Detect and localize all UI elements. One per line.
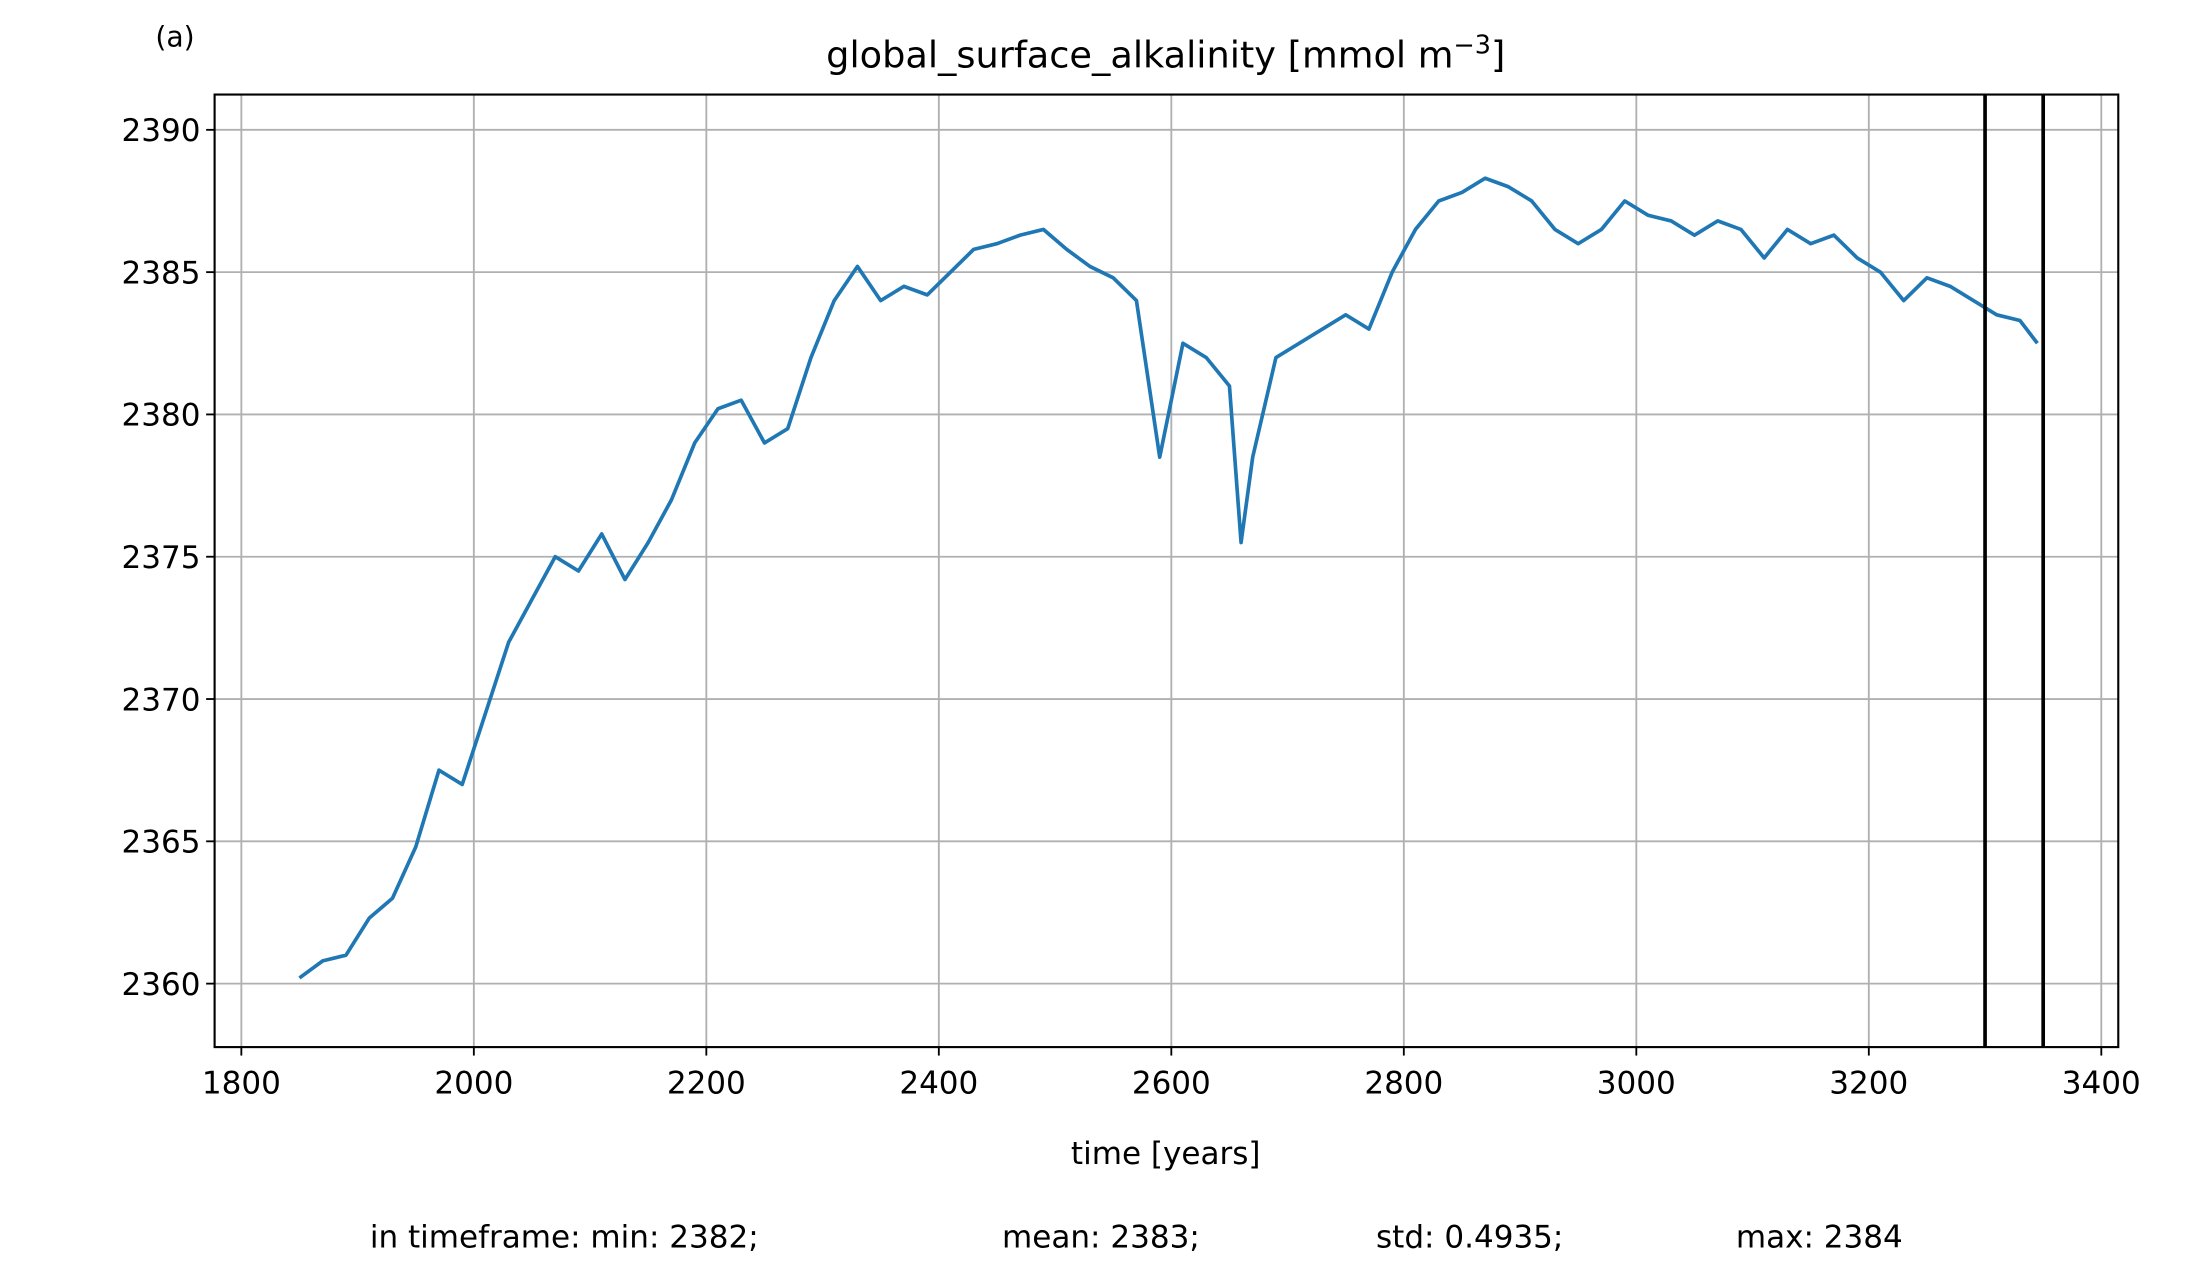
title-text: global_surface_alkalinity [mmol m	[826, 34, 1453, 77]
x-tick-label: 2200	[667, 1066, 746, 1102]
x-tick-label: 2000	[434, 1066, 513, 1102]
y-tick-label: 2370	[122, 682, 201, 718]
y-tick-label: 2390	[122, 113, 201, 149]
y-tick-label: 2375	[122, 540, 201, 576]
y-tick-label: 2380	[122, 398, 201, 434]
x-tick-label: 3000	[1597, 1066, 1676, 1102]
title-suffix: ]	[1491, 34, 1505, 77]
data-line	[298, 176, 2039, 980]
panel-label: (a)	[155, 21, 194, 54]
chart-title: global_surface_alkalinity [mmol m−3]	[826, 30, 1505, 77]
y-tick-label: 2365	[122, 825, 201, 861]
x-tick-label: 2800	[1364, 1066, 1443, 1102]
plot-frame	[213, 93, 2120, 1049]
x-tick-label: 2400	[899, 1066, 978, 1102]
footer-text: mean: 2383;	[1002, 1219, 1200, 1255]
title-superscript: −3	[1454, 30, 1491, 60]
x-tick-label: 3400	[2062, 1066, 2141, 1102]
x-tick-label: 2600	[1132, 1066, 1211, 1102]
y-tick-label: 2360	[122, 967, 201, 1003]
y-tick-label: 2385	[122, 255, 201, 291]
x-axis-label: time [years]	[1071, 1136, 1261, 1172]
x-tick-label: 3200	[1829, 1066, 1908, 1102]
footer-text: max: 2384	[1736, 1219, 1903, 1255]
footer-text: std: 0.4935;	[1376, 1219, 1563, 1255]
x-tick-label: 1800	[202, 1066, 281, 1102]
footer-text: in timeframe: min: 2382;	[370, 1219, 759, 1255]
